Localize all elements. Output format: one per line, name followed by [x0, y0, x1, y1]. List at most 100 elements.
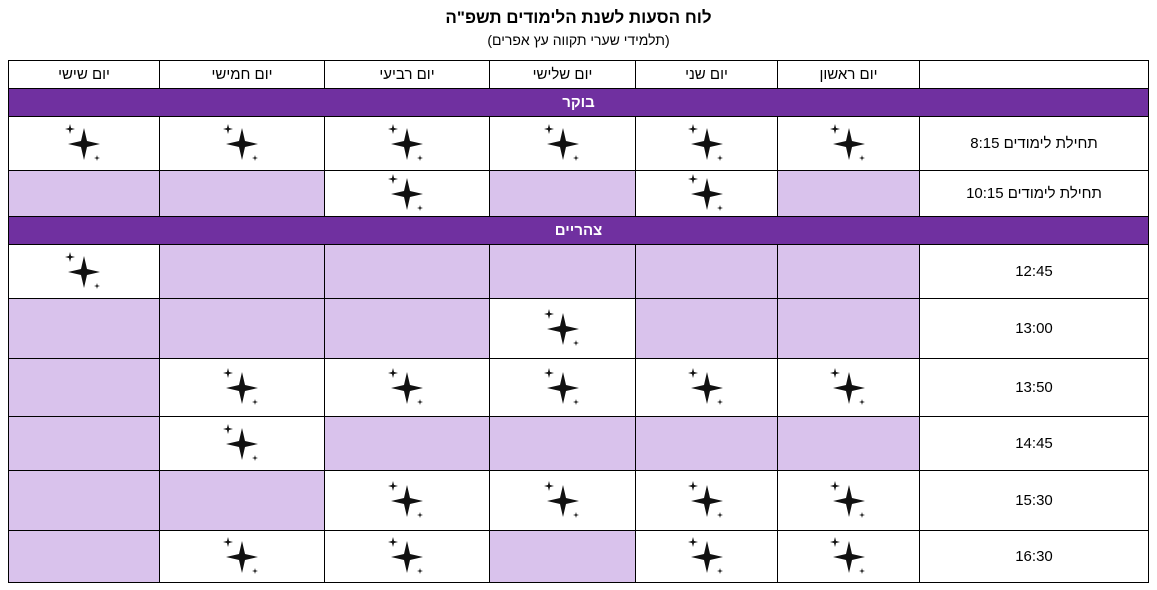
- day-header: יום שלישי: [489, 60, 636, 89]
- schedule-cell-active: [324, 470, 490, 531]
- table-row: 14:45: [8, 416, 1149, 471]
- schedule-cell-inactive: [8, 170, 160, 217]
- table-row: 13:00: [8, 298, 1149, 359]
- page-subtitle: (תלמידי שערי תקווה עץ אפרים): [487, 32, 670, 48]
- schedule-cell-active: [489, 298, 636, 359]
- schedule-cell-active: [489, 470, 636, 531]
- schedule-cell-active: [324, 170, 490, 217]
- schedule-cell-inactive: [159, 298, 325, 359]
- sparkle-icon: [223, 367, 258, 405]
- schedule-cell-active: [159, 416, 325, 471]
- sparkle-icon: [388, 536, 423, 574]
- schedule-cell-inactive: [324, 298, 490, 359]
- schedule-cell-active: [777, 530, 920, 583]
- sparkle-icon: [687, 173, 723, 211]
- sparkle-icon: [388, 480, 423, 518]
- sparkle-icon: [223, 123, 258, 161]
- table-row: תחילת לימודים 10:15: [8, 170, 1149, 217]
- table-row: 15:30: [8, 470, 1149, 531]
- sparkle-icon: [388, 367, 423, 405]
- schedule-cell-active: [8, 116, 160, 171]
- time-cell: 16:30: [919, 530, 1149, 583]
- schedule-cell-inactive: [159, 170, 325, 217]
- schedule-cell-inactive: [777, 298, 920, 359]
- time-cell: 15:30: [919, 470, 1149, 531]
- schedule-cell-active: [159, 358, 325, 417]
- schedule-cell-inactive: [8, 358, 160, 417]
- schedule-cell-active: [159, 116, 325, 171]
- sparkle-icon: [223, 536, 258, 574]
- time-cell: תחילת לימודים 10:15: [919, 170, 1149, 217]
- schedule-cell-active: [324, 358, 490, 417]
- schedule-cell-active: [489, 358, 636, 417]
- section-header: בוקר: [8, 88, 1149, 117]
- schedule-cell-active: [635, 116, 778, 171]
- schedule-cell-inactive: [489, 170, 636, 217]
- schedule-cell-active: [777, 116, 920, 171]
- schedule-cell-inactive: [8, 298, 160, 359]
- day-header: יום חמישי: [159, 60, 325, 89]
- time-cell: תחילת לימודים 8:15: [919, 116, 1149, 171]
- table-row: תחילת לימודים 8:15: [8, 116, 1149, 171]
- schedule-cell-inactive: [159, 244, 325, 299]
- sparkle-icon: [829, 536, 865, 574]
- day-header: יום שני: [635, 60, 778, 89]
- schedule-cell-inactive: [777, 416, 920, 471]
- schedule-cell-active: [489, 116, 636, 171]
- schedule-table: יום ראשון יום שני יום שלישי יום רביעי יום חמ…: [8, 60, 1149, 583]
- day-header: יום רביעי: [324, 60, 490, 89]
- schedule-cell-active: [635, 530, 778, 583]
- schedule-cell-inactive: [777, 170, 920, 217]
- table-row: 16:30: [8, 530, 1149, 583]
- sparkle-icon: [543, 123, 579, 161]
- schedule-cell-inactive: [635, 298, 778, 359]
- schedule-cell-active: [635, 470, 778, 531]
- sparkle-icon: [65, 123, 100, 161]
- header-row: יום ראשון יום שני יום שלישי יום רביעי יום חמ…: [8, 60, 1149, 89]
- sparkle-icon: [388, 173, 423, 211]
- schedule-cell-inactive: [159, 470, 325, 531]
- sparkle-icon: [223, 423, 258, 461]
- sparkle-icon: [687, 480, 723, 518]
- section-label: צהריים: [8, 216, 1149, 245]
- section-label: בוקר: [8, 88, 1149, 117]
- schedule-cell-active: [777, 470, 920, 531]
- sparkle-icon: [829, 480, 865, 518]
- schedule-cell-active: [8, 244, 160, 299]
- table-row: 13:50: [8, 358, 1149, 417]
- schedule-cell-inactive: [489, 416, 636, 471]
- sparkle-icon: [687, 123, 723, 161]
- day-header: יום שישי: [8, 60, 160, 89]
- schedule-cell-inactive: [635, 416, 778, 471]
- sparkle-icon: [829, 367, 865, 405]
- sparkle-icon: [829, 123, 865, 161]
- time-cell: 13:00: [919, 298, 1149, 359]
- sparkle-icon: [687, 367, 723, 405]
- schedule-cell-inactive: [8, 416, 160, 471]
- table-row: 12:45: [8, 244, 1149, 299]
- sparkle-icon: [543, 367, 579, 405]
- schedule-cell-inactive: [8, 530, 160, 583]
- schedule-cell-active: [635, 358, 778, 417]
- schedule-cell-inactive: [324, 244, 490, 299]
- schedule-cell-inactive: [489, 530, 636, 583]
- time-cell: 14:45: [919, 416, 1149, 471]
- sparkle-icon: [543, 480, 579, 518]
- sparkle-icon: [543, 308, 579, 346]
- schedule-cell-inactive: [635, 244, 778, 299]
- schedule-cell-inactive: [324, 416, 490, 471]
- schedule-cell-active: [324, 530, 490, 583]
- sparkle-icon: [65, 251, 100, 289]
- page-title: לוח הסעות לשנת הלימודים תשפ"ה: [445, 8, 712, 27]
- time-cell: 13:50: [919, 358, 1149, 417]
- day-header: יום ראשון: [777, 60, 920, 89]
- schedule-cell-inactive: [8, 470, 160, 531]
- schedule-cell-active: [159, 530, 325, 583]
- schedule-cell-active: [635, 170, 778, 217]
- time-cell: 12:45: [919, 244, 1149, 299]
- schedule-cell-inactive: [777, 244, 920, 299]
- schedule-cell-inactive: [489, 244, 636, 299]
- section-header: צהריים: [8, 216, 1149, 245]
- sparkle-icon: [687, 536, 723, 574]
- sparkle-icon: [388, 123, 423, 161]
